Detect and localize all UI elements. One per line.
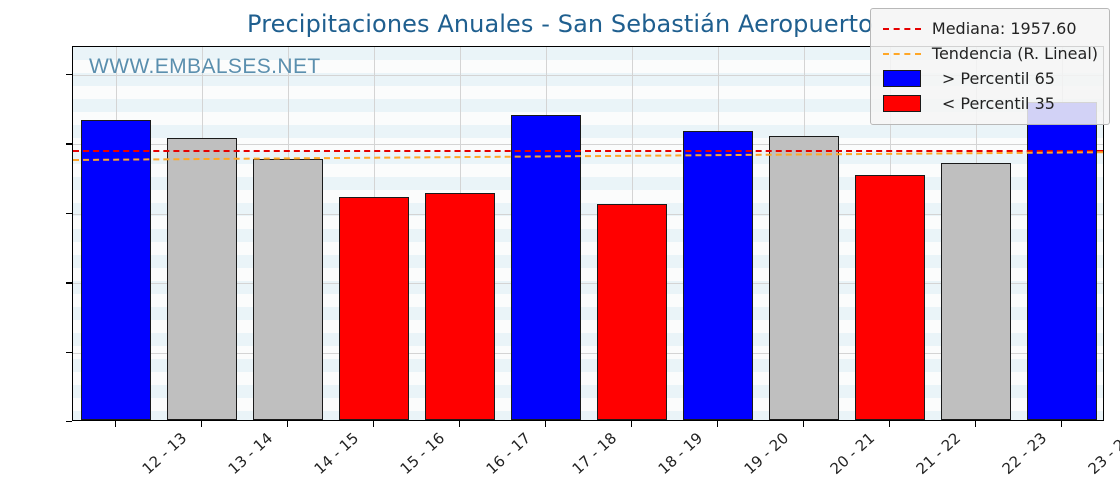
x-axis-tick-mark xyxy=(373,421,375,427)
legend-item: Mediana: 1957.60 xyxy=(882,16,1098,41)
chart-title: Precipitaciones Anuales - San Sebastián … xyxy=(247,10,873,38)
gridline-horizontal xyxy=(73,213,1103,215)
gridline-horizontal xyxy=(73,144,1103,146)
legend-dash-icon xyxy=(882,43,922,65)
legend-dash-icon xyxy=(882,18,922,40)
bar-23-24 xyxy=(1026,101,1098,420)
legend-item: < Percentil 35 xyxy=(882,91,1098,116)
bar-22-23 xyxy=(940,162,1012,420)
x-axis-tick-mark xyxy=(803,421,805,427)
x-axis-tick-label: 21 - 22 xyxy=(912,429,965,478)
x-axis-tick-mark xyxy=(631,421,633,427)
legend-item: Tendencia (R. Lineal) xyxy=(882,41,1098,66)
x-axis-tick-label: 19 - 20 xyxy=(740,429,793,478)
legend-item-label: < Percentil 35 xyxy=(941,94,1055,113)
x-axis-tick-label: 17 - 18 xyxy=(568,429,621,478)
bar-19-20 xyxy=(682,131,754,420)
dash-icon xyxy=(882,52,921,55)
x-axis-tick-label: 13 - 14 xyxy=(224,429,277,478)
x-axis-tick-mark xyxy=(975,421,977,427)
x-axis-tick-label: 16 - 17 xyxy=(482,429,535,478)
x-axis-tick-label: 20 - 21 xyxy=(826,429,879,478)
y-axis-tick-mark xyxy=(66,282,72,284)
bar-13-14 xyxy=(166,138,238,420)
legend-item-label: Mediana: 1957.60 xyxy=(931,19,1077,38)
median-reference-line xyxy=(73,150,1103,153)
swatch-icon xyxy=(882,70,921,87)
x-axis-tick-mark xyxy=(115,421,117,427)
x-axis-tick-label: 15 - 16 xyxy=(396,429,449,478)
bar-14-15 xyxy=(252,159,324,420)
x-axis-tick-mark xyxy=(889,421,891,427)
bar-17-18 xyxy=(510,115,582,420)
gridline-horizontal xyxy=(73,74,1103,76)
y-axis-tick-mark xyxy=(66,421,72,423)
swatch-icon xyxy=(882,95,921,112)
x-axis-tick-label: 12 - 13 xyxy=(138,429,191,478)
gridline-horizontal xyxy=(73,352,1103,354)
legend-item: > Percentil 65 xyxy=(882,66,1098,91)
x-axis-tick-mark xyxy=(287,421,289,427)
dash-icon xyxy=(882,27,921,30)
bar-15-16 xyxy=(338,197,410,420)
x-axis-tick-label: 18 - 19 xyxy=(654,429,707,478)
bar-21-22 xyxy=(854,174,926,420)
x-axis-tick-mark xyxy=(1061,421,1063,427)
bar-12-13 xyxy=(80,119,152,420)
x-axis-tick-label: 23 - 24 xyxy=(1084,429,1120,478)
x-axis-tick-mark xyxy=(545,421,547,427)
legend-swatch-icon xyxy=(882,68,922,90)
legend-swatch-icon xyxy=(882,93,922,115)
x-axis-tick-label: 14 - 15 xyxy=(310,429,363,478)
bar-18-19 xyxy=(596,204,668,420)
legend: Mediana: 1957.60 Tendencia (R. Lineal) > P… xyxy=(869,8,1110,125)
legend-item-label: > Percentil 65 xyxy=(941,69,1055,88)
x-axis-tick-mark xyxy=(717,421,719,427)
x-axis-tick-mark xyxy=(201,421,203,427)
y-axis-tick-mark xyxy=(66,212,72,215)
y-axis-tick-mark xyxy=(66,351,72,353)
bar-16-17 xyxy=(424,192,496,420)
bar-20-21 xyxy=(768,135,840,420)
y-axis-tick-mark xyxy=(66,143,72,145)
x-axis-tick-label: 22 - 23 xyxy=(998,429,1051,478)
gridline-horizontal xyxy=(73,283,1103,285)
legend-item-label: Tendencia (R. Lineal) xyxy=(931,44,1098,63)
y-axis-tick-mark xyxy=(66,73,72,76)
x-axis-tick-mark xyxy=(459,421,461,427)
watermark-label: WWW.EMBALSES.NET xyxy=(89,55,321,78)
